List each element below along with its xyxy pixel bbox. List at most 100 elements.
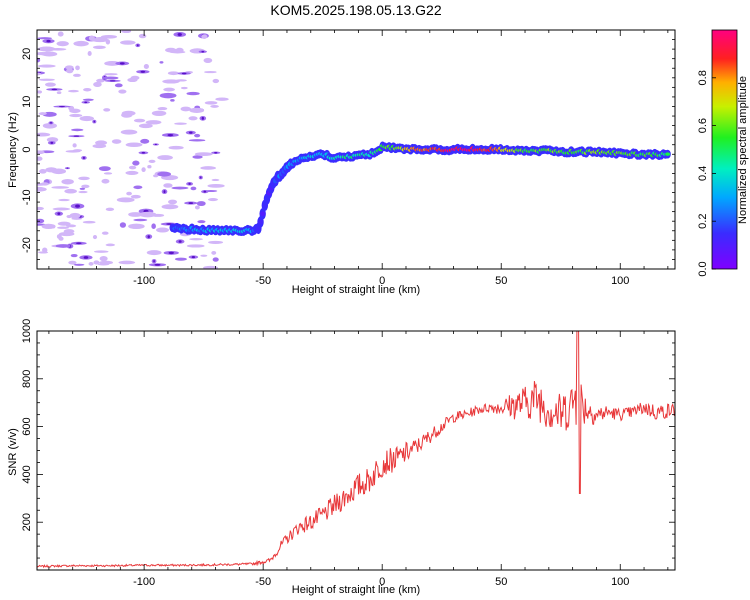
- y-tick-label: 0: [21, 146, 33, 152]
- noise-blob: [39, 169, 47, 174]
- noise-core: [76, 242, 82, 245]
- noise-blob: [72, 149, 83, 152]
- noise-blob: [114, 83, 123, 88]
- noise-blob: [164, 204, 177, 209]
- noise-blob: [92, 144, 107, 149]
- noise-blob: [201, 34, 208, 39]
- noise-blob: [146, 250, 162, 256]
- noise-blob: [99, 256, 108, 262]
- noise-blob: [148, 159, 156, 163]
- noise-blob: [165, 47, 177, 53]
- noise-blob: [120, 129, 138, 135]
- noise-blob: [73, 73, 81, 77]
- noise-blob: [69, 113, 83, 118]
- x-tick-label: -100: [133, 275, 155, 287]
- snr-y-label: SNR (v/v): [7, 428, 19, 476]
- noise-blob: [125, 170, 139, 175]
- noise-blob: [194, 205, 200, 210]
- noise-core: [154, 143, 157, 146]
- noise-blob: [52, 207, 71, 211]
- noise-blob: [157, 171, 172, 177]
- noise-blob: [151, 223, 156, 229]
- noise-blob: [111, 139, 122, 144]
- colorbar-tick-label: 0.0: [697, 261, 709, 276]
- x-tick-label: -100: [133, 576, 155, 588]
- noise-core: [109, 80, 116, 82]
- noise-blob: [186, 244, 205, 248]
- noise-blob: [45, 82, 56, 87]
- noise-blob: [37, 64, 56, 68]
- noise-blob: [63, 229, 75, 234]
- noise-blob: [167, 71, 180, 76]
- noise-core: [58, 105, 65, 108]
- noise-blob: [138, 123, 153, 129]
- noise-core: [201, 50, 205, 53]
- noise-blob: [87, 50, 92, 57]
- noise-blob: [103, 108, 111, 112]
- ridge-core: [665, 152, 671, 156]
- noise-blob: [175, 79, 187, 82]
- noise-blob: [140, 138, 150, 144]
- noise-blob: [41, 223, 56, 230]
- noise-blob: [37, 218, 45, 224]
- spectrogram-y-label: Frequency (Hz): [7, 112, 19, 188]
- noise-blob: [127, 77, 138, 83]
- noise-blob: [118, 260, 136, 265]
- spectrogram-x-ticks: -100 -50 0 50 100: [48, 30, 669, 287]
- colorbar-tick-label: 0.8: [697, 70, 709, 85]
- noise-core: [84, 101, 88, 104]
- noise-blob: [79, 187, 86, 190]
- noise-blob: [37, 186, 47, 192]
- y-tick-label: 10: [21, 96, 33, 108]
- noise-blob: [104, 73, 118, 76]
- noise-blob: [78, 190, 88, 194]
- noise-blob: [147, 165, 152, 169]
- y-tick-label: 600: [21, 417, 33, 435]
- noise-blob: [163, 183, 173, 188]
- noise-blob: [188, 139, 206, 142]
- noise-blob: [61, 178, 74, 185]
- noise-core: [154, 263, 161, 266]
- noise-blob: [88, 261, 94, 266]
- chart-title: KOM5.2025.198.05.13.G22: [270, 2, 441, 18]
- noise-blob: [126, 191, 132, 196]
- noise-core: [140, 70, 146, 73]
- noise-core: [203, 190, 207, 193]
- noise-core: [73, 135, 80, 137]
- y-tick-label: 800: [21, 370, 33, 388]
- snr-panel: -100 -50 0 50 100 1000 800 600 400 200 Height of…: [7, 319, 676, 596]
- noise-blob: [98, 166, 111, 172]
- noise-blob: [38, 78, 55, 81]
- noise-core: [177, 32, 182, 36]
- noise-blob: [69, 212, 81, 219]
- y-tick-label: -10: [21, 189, 33, 205]
- noise-blob: [168, 145, 184, 150]
- noise-blob: [72, 143, 77, 148]
- noise-blob: [133, 185, 143, 190]
- y-tick-label: 20: [21, 48, 33, 60]
- noise-blob: [96, 78, 105, 83]
- noise-core: [189, 131, 193, 134]
- noise-blob: [105, 243, 116, 247]
- colorbar-tick-label: 0.4: [697, 166, 709, 181]
- noise-blob: [78, 176, 90, 181]
- noise-blob: [68, 89, 79, 93]
- noise-blob: [37, 132, 51, 137]
- noise-blob: [156, 227, 170, 233]
- colorbar-tick-label: 0.6: [697, 118, 709, 133]
- noise-blob: [92, 45, 106, 50]
- x-tick-label: -50: [255, 275, 271, 287]
- noise-blob: [70, 253, 78, 258]
- x-tick-label: 100: [611, 576, 629, 588]
- noise-blob: [101, 231, 109, 235]
- noise-blob: [157, 155, 173, 161]
- noise-blob: [180, 106, 192, 112]
- noise-core: [167, 133, 174, 137]
- colorbar-label: Normalized spectral amplitude: [737, 76, 749, 224]
- noise-blob: [121, 30, 132, 34]
- noise-blob: [40, 182, 49, 186]
- noise-blob: [207, 198, 218, 202]
- noise-blob: [130, 194, 141, 199]
- noise-blob: [196, 201, 206, 207]
